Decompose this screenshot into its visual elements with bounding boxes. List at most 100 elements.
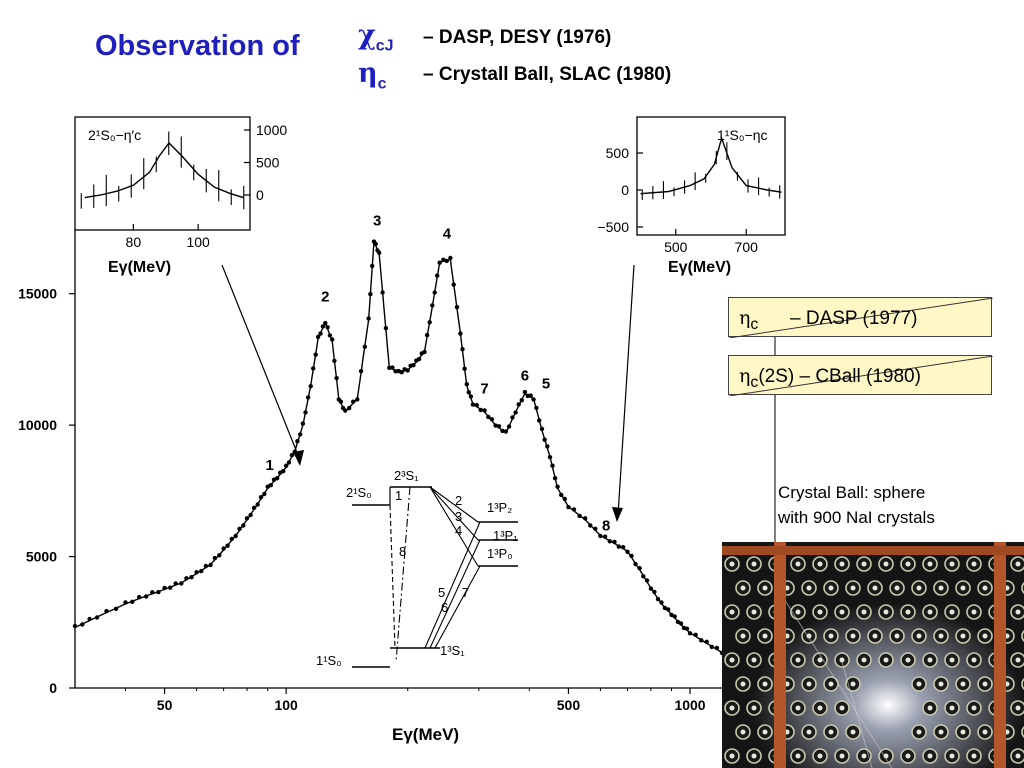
spectrum-point	[648, 586, 654, 591]
spectrum-point	[194, 570, 199, 575]
crystal-end	[757, 724, 773, 740]
label-1-3s1: 1³S₁	[440, 643, 465, 658]
crystal-end	[933, 676, 949, 692]
spectrum-point	[343, 408, 348, 413]
crystal-end	[966, 700, 982, 716]
spectrum-point	[199, 568, 204, 574]
crystal-end	[1010, 556, 1024, 572]
eta-c-2s-note: ηc(2S) – CBall (1980)	[728, 355, 993, 396]
left-inset: 2¹S₀−η′c 0 500 1000 80 100 Eγ(MeV)	[74, 116, 287, 276]
crystal-end	[845, 580, 861, 596]
spectrum-point	[315, 334, 321, 340]
spectrum-point	[217, 553, 222, 558]
spectrum-point	[184, 576, 189, 581]
inset-y-tick-label: 500	[606, 145, 630, 161]
page-title: Observation of	[95, 30, 300, 62]
spectrum-point	[258, 495, 264, 500]
spectrum-point	[545, 444, 550, 449]
transition-2-label: 2	[455, 493, 462, 508]
spectrum-point	[233, 533, 238, 539]
eta-c-dasp-note: ηc – DASP (1977)	[728, 297, 993, 338]
main-y-tick-label: 0	[49, 680, 57, 696]
strikethrough-line	[729, 298, 993, 338]
spectrum-point	[255, 502, 260, 507]
spectrum-point	[313, 352, 318, 357]
crystal-end	[955, 676, 971, 692]
crystal-end	[724, 700, 740, 716]
charmonium-level-diagram: 2¹S₀ 2³S₁ 1³P₂ 1³P₁ 1³P₀ 1¹S₀ 1³S₁ 1 2 3…	[316, 468, 518, 668]
cball-1980-label: (2S) – CBall (1980)	[758, 366, 921, 387]
crystal-ball-photo-drawing	[722, 542, 1024, 768]
crystal-end	[955, 580, 971, 596]
spectrum-point	[454, 304, 460, 310]
spectrum-point	[143, 594, 149, 599]
crystal-end	[746, 556, 762, 572]
crystal-end	[911, 676, 927, 692]
spectrum-point	[489, 417, 495, 422]
crystal-end	[724, 748, 740, 764]
main-y-tick-label: 15000	[18, 286, 57, 302]
crystal-end	[801, 580, 817, 596]
spectrum-point	[588, 523, 593, 528]
crystal-end	[889, 580, 905, 596]
spectrum-point	[303, 410, 308, 415]
spectrum-point	[325, 325, 330, 330]
spectrum-point	[500, 428, 505, 434]
spectrum-point	[466, 390, 471, 395]
spectrum-point	[281, 469, 286, 474]
crystal-end	[933, 724, 949, 740]
crystal-end	[790, 604, 806, 620]
spectrum-data-points	[72, 239, 725, 656]
crystal-end	[933, 580, 949, 596]
crystal-end	[900, 604, 916, 620]
spectrum-point	[358, 368, 364, 374]
spectrum-point	[104, 608, 109, 614]
spectrum-point	[629, 553, 634, 559]
inset-y-tick-label: 500	[256, 155, 280, 171]
main-x-axis: 50 100 500 1000	[124, 688, 706, 713]
crystal-end	[856, 652, 872, 668]
eta-subscript: c	[750, 315, 759, 333]
spectrum-point	[330, 337, 335, 342]
crystal-end	[955, 628, 971, 644]
spectrum-point	[251, 505, 257, 510]
crystal-end	[812, 700, 828, 716]
crystal-end	[735, 676, 751, 692]
crystal-end	[933, 628, 949, 644]
spectrum-point	[399, 370, 404, 375]
eta-glyph: η	[739, 365, 751, 387]
spectrum-point	[503, 429, 509, 434]
spectrum-point	[123, 600, 128, 605]
eta-subscript: c	[377, 75, 387, 93]
crystal-end	[845, 628, 861, 644]
spectrum-point	[300, 421, 306, 426]
crystal-end	[1010, 748, 1024, 764]
spectrum-point	[555, 484, 560, 489]
left-inset-curve	[84, 141, 244, 199]
crystal-end	[878, 604, 894, 620]
crystal-end	[1010, 604, 1024, 620]
inset-x-tick-label: 100	[186, 234, 210, 250]
crystal-end	[823, 580, 839, 596]
spectrum-fit-curve	[74, 240, 723, 654]
main-x-tick-label: 100	[274, 697, 298, 713]
spectrum-point	[641, 574, 646, 579]
right-inset-frame	[636, 116, 786, 236]
spectrum-point	[652, 589, 657, 595]
spectrum-point	[305, 395, 311, 400]
spectrum-point	[94, 615, 100, 620]
crystal-end	[757, 580, 773, 596]
spectrum-point	[464, 382, 469, 387]
support-beam-top	[722, 546, 1024, 555]
left-inset-x-label: Eγ(MeV)	[108, 259, 171, 276]
spectrum-point	[208, 562, 213, 568]
spectrum-point	[377, 250, 382, 255]
right-inset-axes: −500 0 500 500 700	[597, 145, 758, 255]
main-y-tick-label: 5000	[26, 549, 57, 565]
crystal-end	[1010, 700, 1024, 716]
spectrum-point	[644, 578, 650, 583]
peak-label-3: 3	[373, 212, 381, 229]
spectrum-point	[416, 356, 422, 362]
spectrum-point	[168, 585, 173, 590]
spectrum-point	[355, 397, 360, 402]
